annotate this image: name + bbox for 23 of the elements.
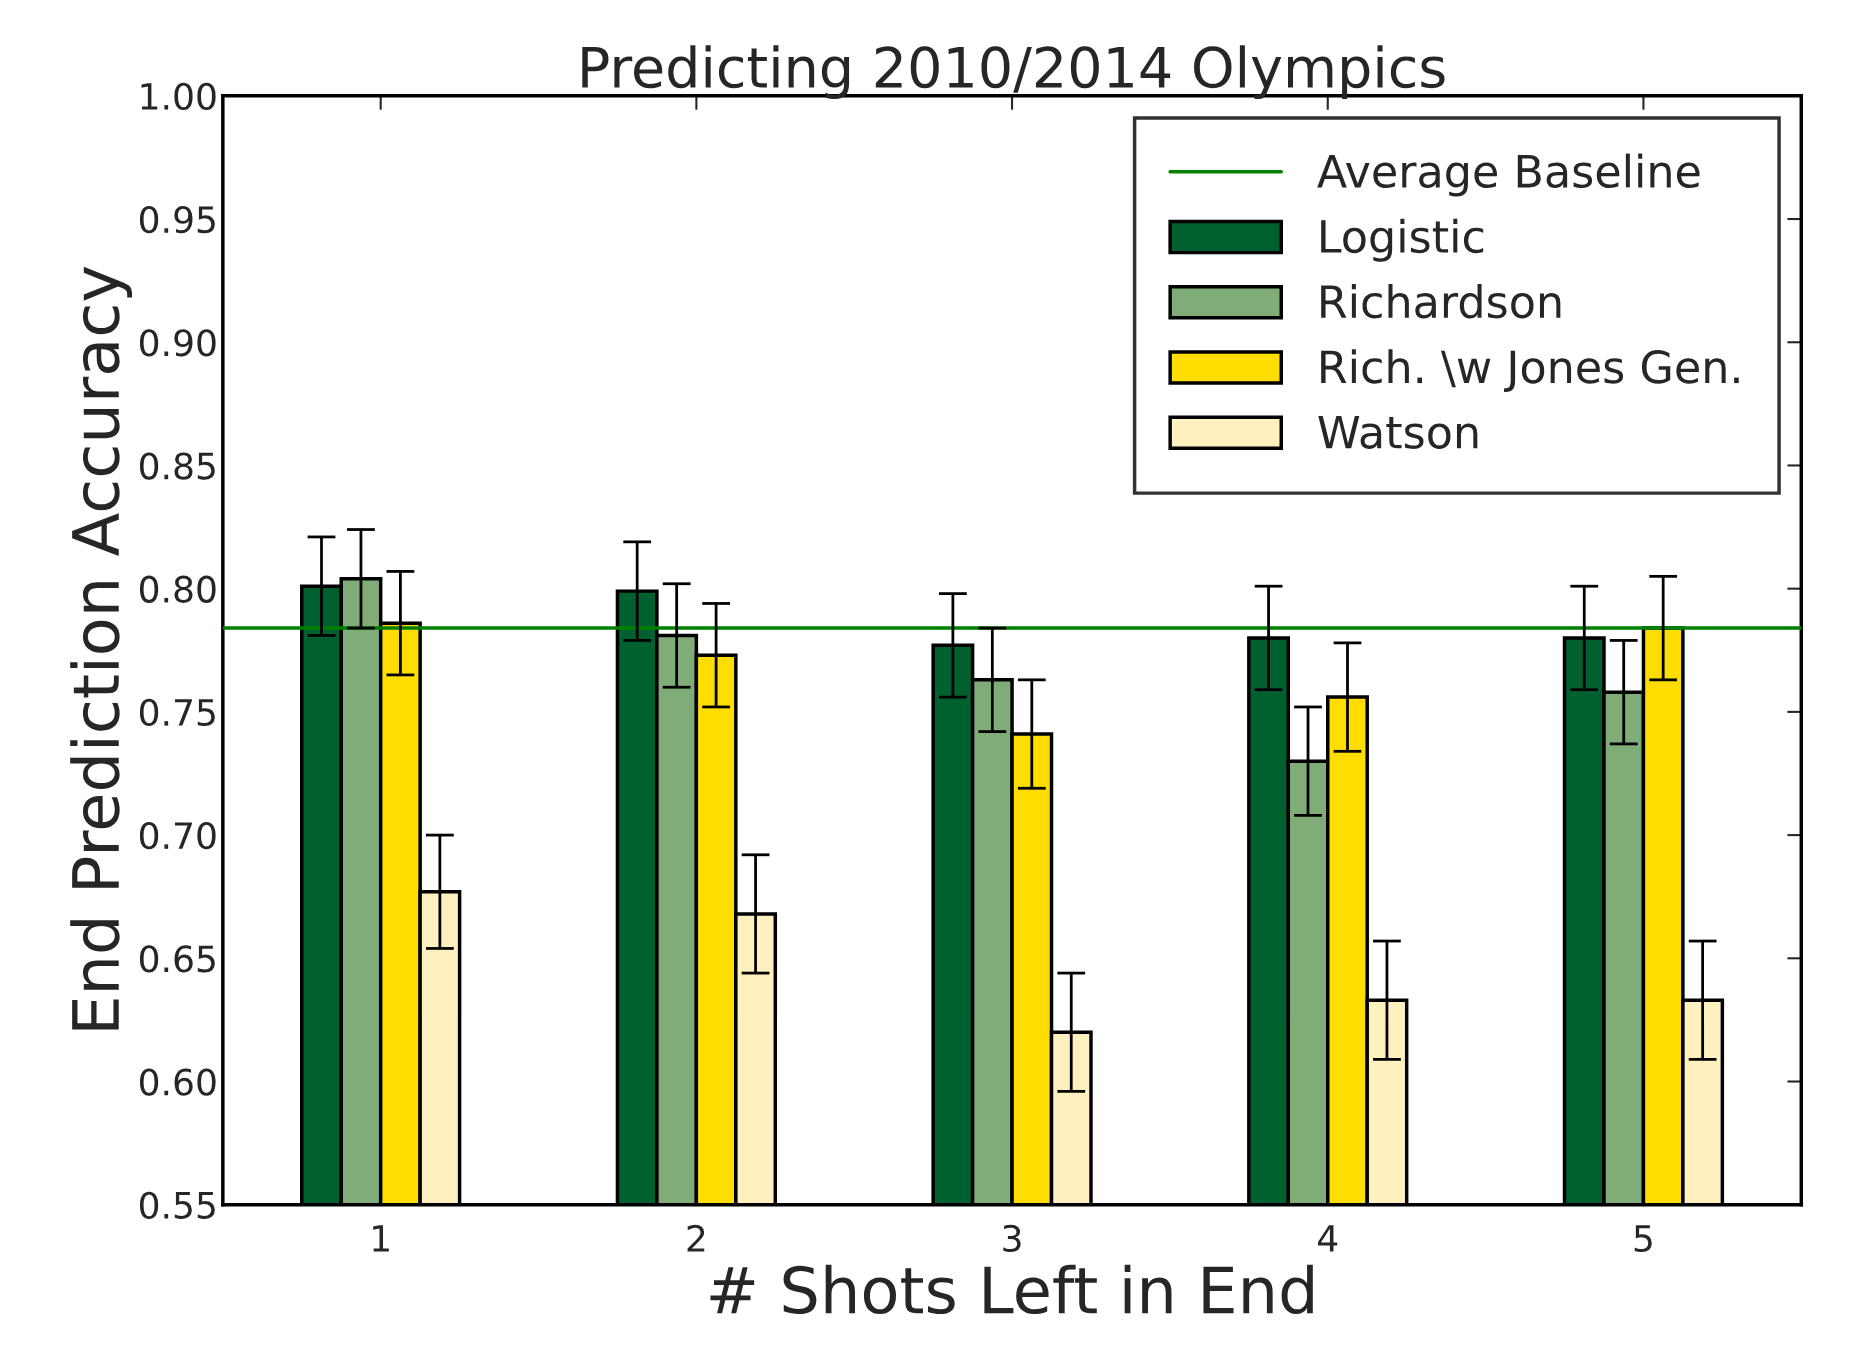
- y-tick-label: 0.85: [139, 452, 215, 480]
- legend-label: Richardson: [1321, 284, 1561, 319]
- legend-label: Watson: [1318, 415, 1478, 449]
- x-tick-label: 3: [1003, 1224, 1021, 1253]
- y-tick-label: 0.55: [139, 1191, 215, 1219]
- x-tick-label: 1: [373, 1225, 389, 1252]
- x-axis-title: # Shots Left in End: [710, 1264, 1313, 1315]
- legend-label: Average Baseline: [1317, 153, 1700, 197]
- y-tick-label: 0.75: [139, 698, 215, 727]
- y-tick-label: 0.90: [139, 329, 216, 357]
- y-axis-title: End Prediction Accuracy: [70, 266, 133, 1030]
- chart-title: Predicting 2010/2014 Olympics: [582, 45, 1445, 100]
- y-tick-label: 0.60: [139, 1068, 216, 1096]
- x-tick-label: 5: [1634, 1225, 1652, 1253]
- y-tick-label: 0.80: [139, 575, 216, 603]
- x-tick-label: 4: [1318, 1225, 1338, 1252]
- x-tick-label: 2: [687, 1224, 705, 1252]
- y-tick-label: 0.70: [139, 822, 216, 850]
- y-tick-label: 0.65: [139, 945, 215, 973]
- legend-label: Rich. \w Jones Gen.: [1321, 349, 1739, 392]
- y-tick-label: 1.00: [141, 82, 216, 111]
- legend-label: Logistic: [1321, 218, 1484, 262]
- y-tick-label: 0.95: [139, 205, 215, 234]
